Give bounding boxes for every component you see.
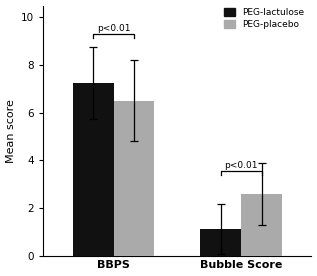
Bar [113, 101, 154, 256]
Text: p<0.01: p<0.01 [97, 24, 130, 33]
Bar [241, 194, 282, 256]
Legend: PEG-lactulose, PEG-placebo: PEG-lactulose, PEG-placebo [221, 5, 307, 31]
Text: p<0.01: p<0.01 [224, 161, 258, 170]
Bar [73, 83, 113, 256]
Bar [200, 229, 241, 256]
Y-axis label: Mean score: Mean score [6, 99, 16, 163]
